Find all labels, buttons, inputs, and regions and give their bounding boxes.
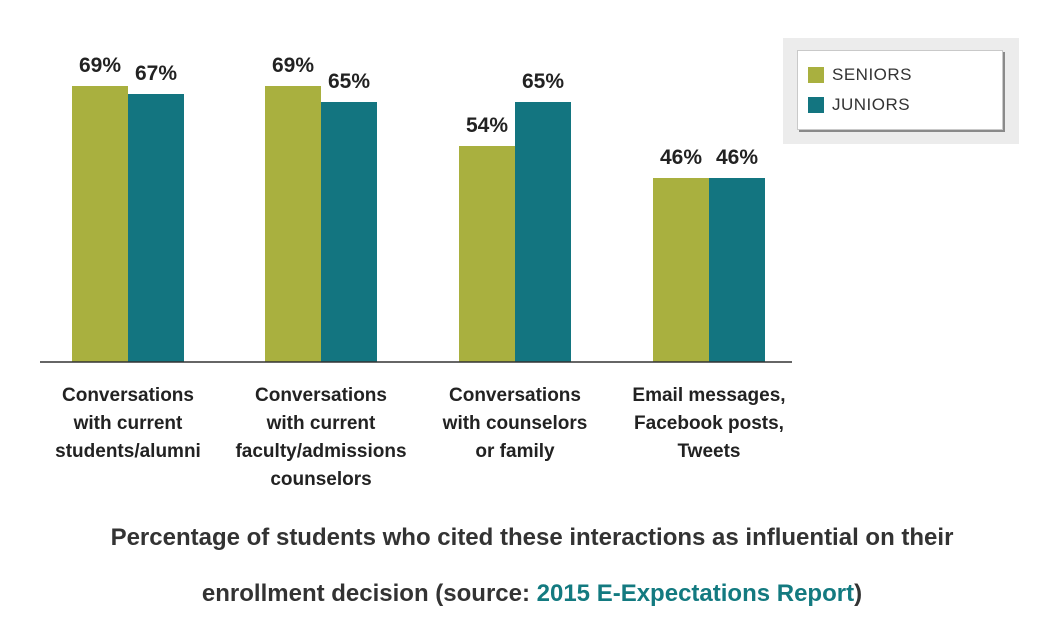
value-label-juniors-3: 65% — [522, 70, 564, 93]
category-label-line: with counselors — [442, 413, 588, 434]
category-label-line: with current — [266, 413, 376, 434]
category-label-2: Conversations with current faculty/admissi… — [235, 385, 406, 490]
legend-item-seniors: SENIORS — [808, 65, 912, 85]
value-label-juniors-1: 67% — [135, 62, 177, 85]
legend-label-seniors: SENIORS — [832, 65, 913, 84]
value-label-juniors-2: 65% — [328, 70, 370, 93]
category-label-line: Conversations — [255, 385, 387, 406]
bar-seniors-1 — [72, 86, 128, 362]
category-label-line: faculty/admissions — [235, 441, 406, 462]
bars-group — [72, 86, 765, 362]
category-label-line: Tweets — [677, 441, 740, 462]
value-label-seniors-4: 46% — [660, 146, 702, 169]
caption-line-1: Percentage of students who cited these i… — [110, 524, 954, 551]
bar-juniors-1 — [128, 94, 184, 362]
bar-juniors-2 — [321, 102, 377, 362]
legend-item-juniors: JUNIORS — [808, 95, 910, 115]
category-labels-group: Conversations with current students/alumni… — [55, 385, 785, 490]
legend: SENIORS JUNIORS — [783, 38, 1019, 144]
category-label-line: or family — [475, 441, 555, 462]
caption-line-2: enrollment decision (source: 2015 E-Expe… — [0, 580, 1064, 608]
source-report-link[interactable]: 2015 E-Expectations Report — [536, 580, 855, 607]
bar-juniors-4 — [709, 178, 765, 362]
category-label-1: Conversations with current students/alumni — [55, 385, 201, 462]
category-label-line: Conversations — [449, 385, 581, 406]
value-labels-group: 69% 69% 54% 46% 67% 65% 65% 46% — [79, 54, 758, 169]
caption-suffix: ) — [854, 580, 863, 607]
category-label-line: Email messages, — [632, 385, 785, 406]
legend-swatch-juniors — [808, 97, 824, 113]
category-label-line: Facebook posts, — [634, 413, 784, 434]
category-label-line: with current — [73, 413, 183, 434]
legend-label-juniors: JUNIORS — [832, 95, 911, 114]
bar-seniors-2 — [265, 86, 321, 362]
value-label-juniors-4: 46% — [716, 146, 758, 169]
value-label-seniors-3: 54% — [466, 114, 508, 137]
category-label-3: Conversations with counselors or family — [442, 385, 588, 462]
caption-prefix: enrollment decision (source: — [201, 580, 537, 607]
category-label-line: counselors — [270, 469, 371, 490]
bar-seniors-3 — [459, 146, 515, 362]
value-label-seniors-2: 69% — [272, 54, 314, 77]
legend-swatch-seniors — [808, 67, 824, 83]
legend-panel: SENIORS JUNIORS — [797, 50, 1003, 130]
category-label-line: Conversations — [62, 385, 194, 406]
bar-juniors-3 — [515, 102, 571, 362]
value-label-seniors-1: 69% — [79, 54, 121, 77]
bar-seniors-4 — [653, 178, 709, 362]
category-label-4: Email messages, Facebook posts, Tweets — [632, 385, 785, 462]
category-label-line: students/alumni — [55, 441, 201, 462]
